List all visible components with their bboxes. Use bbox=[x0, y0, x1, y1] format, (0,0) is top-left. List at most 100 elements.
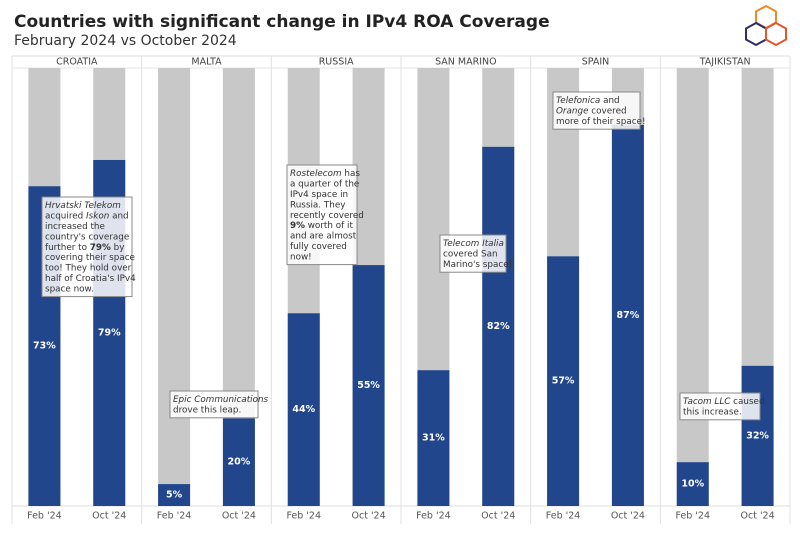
annotation-run: space now. bbox=[45, 284, 94, 294]
chart-subtitle: February 2024 vs October 2024 bbox=[14, 33, 237, 49]
annotation-run: drove this leap. bbox=[173, 405, 241, 415]
panel-title: RUSSIA bbox=[319, 57, 354, 68]
value-label: 79% bbox=[98, 327, 121, 338]
annotation-run: recently covered bbox=[290, 210, 364, 220]
annotation-run: further to bbox=[45, 242, 90, 252]
annotation-text: Telecom Italia bbox=[443, 239, 504, 249]
annotation-run: Telecom Italia bbox=[443, 239, 504, 249]
annotation-text: Hrvatski Telekom bbox=[45, 201, 121, 211]
annotation-run: now! bbox=[290, 252, 312, 262]
annotation-run: Orange bbox=[556, 106, 589, 116]
x-tick-label: Feb '24 bbox=[416, 511, 451, 522]
annotation-run: covered bbox=[589, 106, 627, 116]
value-label: 5% bbox=[166, 490, 183, 501]
bar bbox=[287, 313, 320, 506]
annotation-text: fully covered bbox=[290, 242, 347, 252]
annotation-run: half of Croatia's IPv4 bbox=[45, 274, 136, 284]
panel-title: MALTA bbox=[191, 57, 222, 68]
annotation-run: Russia. They bbox=[290, 200, 345, 210]
annotation-run: more of their space! bbox=[556, 117, 646, 127]
panel-title: CROATIA bbox=[56, 57, 98, 68]
annotation-run: 79% bbox=[90, 242, 111, 252]
annotation-text: Russia. They bbox=[290, 200, 345, 210]
annotation-run: has bbox=[342, 169, 361, 179]
x-tick-label: Oct '24 bbox=[741, 511, 775, 522]
annotation-text: Orange covered bbox=[556, 106, 627, 116]
annotation-text: acquired Iskon and bbox=[45, 211, 129, 221]
x-tick-label: Oct '24 bbox=[481, 511, 515, 522]
annotation-run: covering their space bbox=[45, 253, 135, 263]
bar-background bbox=[158, 68, 191, 506]
value-label: 20% bbox=[228, 457, 251, 468]
x-tick-label: Feb '24 bbox=[157, 511, 192, 522]
bar bbox=[222, 418, 255, 506]
annotation-box bbox=[41, 196, 133, 298]
annotation-run: and bbox=[109, 211, 128, 221]
panel-title: SAN MARINO bbox=[435, 57, 497, 68]
annotation-text: more of their space! bbox=[556, 117, 646, 127]
annotation-run: and are almost bbox=[290, 231, 357, 241]
annotation-run: Tacom LLC bbox=[683, 397, 731, 407]
value-label: 73% bbox=[33, 341, 56, 352]
chart-title: Countries with significant change in IPv… bbox=[14, 12, 550, 32]
annotation-text: now! bbox=[290, 252, 312, 262]
annotation-run: acquired bbox=[45, 211, 86, 221]
bar bbox=[611, 124, 644, 506]
value-label: 55% bbox=[357, 380, 380, 391]
annotation-run: 9% bbox=[290, 221, 305, 231]
annotation-text: recently covered bbox=[290, 210, 364, 220]
annotation-text: drove this leap. bbox=[173, 405, 241, 415]
annotation-text: covering their space bbox=[45, 253, 135, 263]
value-label: 44% bbox=[292, 404, 315, 415]
annotation-text: Epic Communications bbox=[173, 395, 269, 405]
value-label: 57% bbox=[552, 376, 575, 387]
annotation-run: fully covered bbox=[290, 242, 347, 252]
annotation-run: Rostelecom bbox=[290, 169, 342, 179]
annotation-text: covered San bbox=[443, 249, 498, 259]
annotation-text: country's coverage bbox=[45, 232, 129, 242]
panel-title: SPAIN bbox=[582, 57, 610, 68]
bar bbox=[482, 146, 515, 506]
annotation-run: caused bbox=[730, 397, 764, 407]
annotation-run: this increase. bbox=[683, 407, 742, 417]
value-label: 31% bbox=[422, 433, 445, 444]
annotation-run: covered San bbox=[443, 249, 498, 259]
annotation-run: Hrvatski Telekom bbox=[45, 201, 121, 211]
annotation-run: Epic Communications bbox=[173, 395, 269, 405]
x-tick-label: Feb '24 bbox=[546, 511, 581, 522]
logo bbox=[745, 4, 787, 47]
panel-title: TAJIKISTAN bbox=[699, 57, 751, 68]
bar bbox=[676, 462, 709, 506]
value-label: 87% bbox=[617, 310, 640, 321]
x-tick-label: Feb '24 bbox=[286, 511, 321, 522]
annotation-text: and are almost bbox=[290, 231, 357, 241]
annotation-text: Rostelecom has bbox=[290, 169, 360, 179]
bar-background bbox=[676, 68, 709, 506]
annotation-text: further to 79% by bbox=[45, 242, 124, 252]
x-tick-label: Oct '24 bbox=[611, 511, 645, 522]
bar bbox=[741, 365, 774, 506]
annotation-text: half of Croatia's IPv4 bbox=[45, 274, 136, 284]
annotation-box bbox=[439, 234, 507, 273]
annotation-run: Iskon bbox=[86, 211, 109, 221]
annotation-text: this increase. bbox=[683, 407, 742, 417]
x-tick-label: Oct '24 bbox=[222, 511, 256, 522]
bar bbox=[158, 484, 191, 506]
annotation-run: a quarter of the bbox=[290, 179, 359, 189]
annotation-text: Telefonica and bbox=[556, 96, 620, 106]
annotation-run: country's coverage bbox=[45, 232, 129, 242]
annotation-text: 9% worth of it bbox=[290, 221, 353, 231]
bar bbox=[352, 265, 385, 506]
annotation-text: Marino's space! bbox=[443, 260, 512, 270]
annotation-text: a quarter of the bbox=[290, 179, 359, 189]
annotation-box bbox=[286, 164, 358, 266]
annotation-run: Marino's space! bbox=[443, 260, 512, 270]
annotation-text: too! They hold over bbox=[45, 263, 132, 273]
value-label: 10% bbox=[681, 479, 704, 490]
annotation-text: increased the bbox=[45, 222, 105, 232]
annotation-run: by bbox=[111, 242, 125, 252]
annotation-text: space now. bbox=[45, 284, 94, 294]
bar bbox=[417, 370, 450, 506]
annotation-text: Tacom LLC caused bbox=[683, 397, 765, 407]
